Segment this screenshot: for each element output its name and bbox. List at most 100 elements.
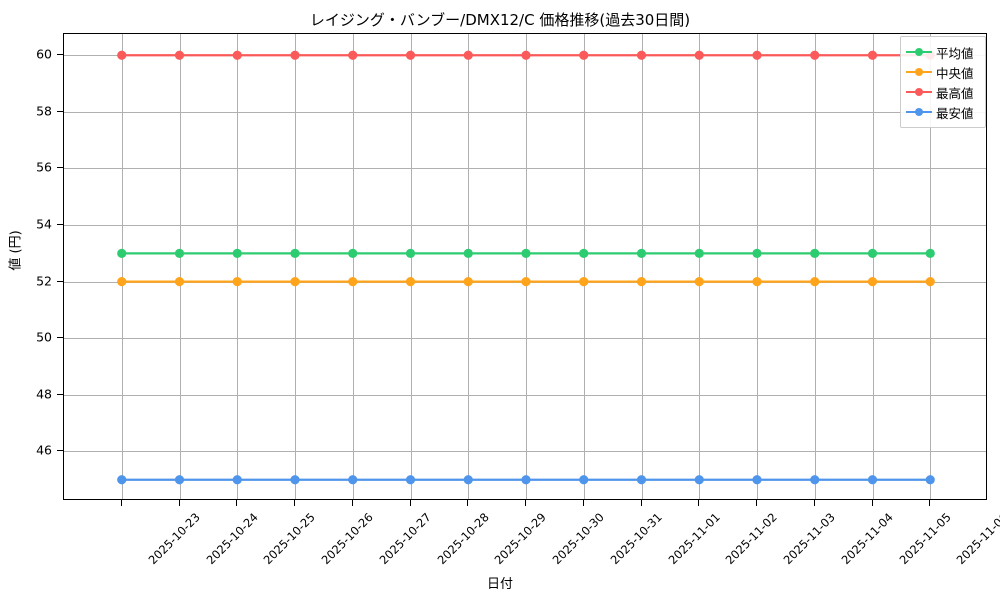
legend-swatch-icon: [906, 45, 932, 59]
gridline-vertical: [699, 34, 700, 499]
data-point-marker: [810, 277, 820, 287]
x-tick-label: 2025-11-05: [896, 510, 954, 568]
data-point-marker: [579, 475, 589, 485]
series-layer: [117, 50, 935, 485]
y-tick-label: 46: [36, 442, 52, 458]
legend-dot-icon: [915, 108, 923, 116]
data-point-marker: [290, 277, 300, 287]
x-tick-mark: [525, 500, 526, 506]
data-point-marker: [752, 248, 762, 258]
data-point-marker: [290, 50, 300, 60]
x-tick-label: 2025-10-24: [203, 510, 261, 568]
series-最安値: [117, 475, 935, 485]
y-tick-mark: [57, 110, 63, 112]
x-tick-label: 2025-10-28: [434, 510, 492, 568]
legend-dot-icon: [915, 48, 923, 56]
data-point-marker: [174, 277, 185, 287]
legend-dot-icon: [915, 68, 923, 76]
data-point-marker: [232, 475, 242, 485]
data-point-marker: [636, 50, 647, 60]
x-tick-label: 2025-10-26: [318, 510, 376, 568]
legend-swatch-icon: [906, 85, 932, 99]
data-point-marker: [405, 248, 416, 258]
x-tick-label: 2025-10-29: [491, 510, 549, 568]
x-tick-mark: [756, 500, 757, 506]
x-tick-label: 2025-10-31: [607, 510, 665, 568]
data-point-marker: [348, 277, 358, 287]
gridline-horizontal: [64, 395, 986, 396]
x-tick-mark: [582, 500, 584, 506]
legend-item[interactable]: 中央値: [906, 62, 979, 82]
chart-title: レイジング・バンブー/DMX12/C 価格推移(過去30日間): [309, 11, 691, 29]
gridline-vertical: [584, 34, 585, 499]
y-tick-mark: [57, 393, 63, 395]
gridline-horizontal: [64, 225, 986, 226]
x-tick-label: 2025-11-04: [838, 510, 896, 568]
data-point-marker: [290, 475, 300, 485]
legend-label: 中央値: [936, 65, 974, 81]
data-point-marker: [521, 277, 531, 287]
y-tick-label: 48: [36, 386, 52, 402]
data-point-marker: [348, 248, 358, 258]
data-point-marker: [752, 50, 762, 60]
y-tick-label: 58: [36, 103, 52, 119]
data-point-marker: [579, 277, 589, 287]
gridline-vertical: [122, 34, 123, 499]
data-point-marker: [752, 475, 762, 485]
data-point-marker: [405, 475, 416, 485]
y-tick-label: 60: [36, 46, 52, 62]
data-point-marker: [174, 50, 185, 60]
x-tick-label: 2025-10-25: [260, 510, 318, 568]
data-point-marker: [694, 50, 704, 60]
data-point-marker: [117, 50, 127, 60]
series-中央値: [117, 277, 935, 287]
data-point-marker: [579, 50, 589, 60]
data-point-marker: [810, 50, 820, 60]
x-tick-mark: [640, 500, 642, 506]
x-tick-mark: [929, 500, 931, 506]
legend-item[interactable]: 最安値: [906, 102, 979, 122]
data-point-marker: [117, 475, 127, 485]
gridline-vertical: [930, 34, 931, 499]
y-tick-mark: [57, 450, 63, 452]
data-point-marker: [290, 248, 300, 258]
x-tick-mark: [236, 500, 238, 506]
gridline-horizontal: [64, 451, 986, 452]
x-tick-mark: [409, 500, 411, 506]
legend-item[interactable]: 最高値: [906, 82, 979, 102]
data-point-marker: [810, 475, 820, 485]
data-point-marker: [405, 50, 416, 60]
data-point-marker: [463, 277, 473, 287]
data-point-marker: [463, 248, 473, 258]
gridline-horizontal: [64, 112, 986, 113]
data-point-marker: [694, 248, 704, 258]
legend-label: 平均値: [936, 45, 974, 61]
data-point-marker: [636, 248, 647, 258]
y-tick-label: 56: [36, 159, 52, 175]
data-point-marker: [694, 475, 704, 485]
data-point-marker: [232, 248, 242, 258]
x-tick-label: 2025-11-01: [665, 510, 723, 568]
x-tick-label: 2025-10-27: [376, 510, 434, 568]
data-point-marker: [867, 277, 878, 287]
chart-legend: 平均値中央値 最高値 最安値: [900, 36, 986, 128]
x-tick-label: 2025-11-03: [780, 510, 838, 568]
legend-item[interactable]: 平均値: [906, 42, 979, 62]
data-point-marker: [348, 50, 358, 60]
data-point-marker: [925, 475, 935, 485]
gridline-vertical: [180, 34, 181, 499]
data-point-marker: [463, 475, 473, 485]
y-tick-label: 52: [36, 273, 52, 289]
data-point-marker: [405, 277, 416, 287]
data-point-marker: [232, 277, 242, 287]
gridline-vertical: [295, 34, 296, 499]
gridline-vertical: [757, 34, 758, 499]
data-point-marker: [867, 50, 878, 60]
gridline-vertical: [411, 34, 412, 499]
gridline-horizontal: [64, 338, 986, 339]
data-point-marker: [521, 475, 531, 485]
x-tick-label: 2025-11-06: [953, 510, 1000, 568]
data-point-marker: [174, 248, 185, 258]
data-point-marker: [636, 475, 647, 485]
